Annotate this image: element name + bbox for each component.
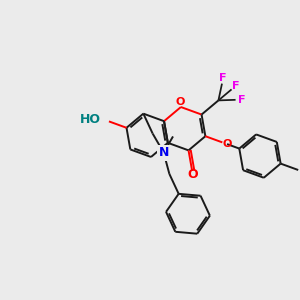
Text: F: F [238,94,245,105]
Text: F: F [232,80,240,91]
Text: F: F [220,73,227,83]
Text: HO: HO [80,113,100,126]
Text: O: O [188,168,198,182]
Text: O: O [222,139,232,149]
Text: N: N [158,146,169,159]
Text: O: O [175,97,185,107]
